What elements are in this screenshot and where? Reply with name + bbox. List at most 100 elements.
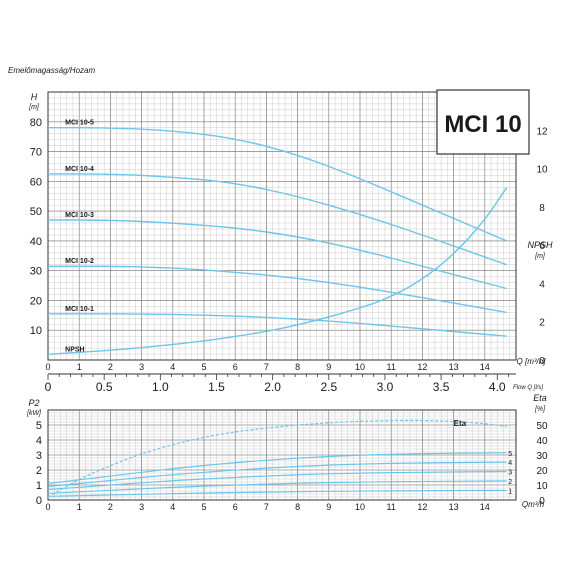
flow-ls-tick-label: 1.0 [152, 380, 169, 394]
bottom-y-right-tick-label: 30 [536, 451, 548, 462]
flow-ls-tick-label: 1.5 [208, 380, 225, 394]
bottom-y-tick-label: 3 [36, 450, 42, 462]
top-x-tick-label: 6 [233, 362, 238, 372]
top-y-tick-label: 20 [30, 295, 42, 307]
top-x-tick-label: 13 [449, 362, 459, 372]
bottom-x-tick-label: 5 [201, 502, 206, 512]
top-y-right-tick-label: 4 [539, 279, 545, 290]
bottom-y-right-unit: [%] [534, 406, 546, 413]
top-x-label: Q [m³/h] [517, 357, 547, 366]
bottom-x-tick-label: 11 [387, 502, 396, 512]
top-y-right-tick-label: 10 [536, 165, 548, 176]
top-series-mci-10-1 [48, 313, 507, 337]
bottom-series-label: Eta [454, 419, 467, 428]
top-x-tick-label: 3 [139, 362, 144, 372]
bottom-series-label: 1 [508, 488, 512, 495]
top-y-right-unit: [m] [534, 253, 546, 260]
top-y-unit: [m] [28, 104, 40, 111]
top-series-mci-10-2 [48, 265, 507, 314]
bottom-series-1 [47, 489, 507, 497]
top-x-tick-label: 11 [387, 362, 396, 372]
bottom-x-label: Qm³/h [522, 500, 545, 509]
top-series-label: MCI 10-1 [65, 306, 94, 313]
top-y-tick-label: 70 [30, 147, 42, 159]
chart-title: MCI 10 [444, 111, 521, 138]
top-series-label: MCI 10-2 [65, 258, 94, 265]
top-series-mci-10-3 [48, 219, 507, 290]
bottom-x-tick-label: 4 [170, 502, 175, 512]
top-y-right-tick-label: 8 [539, 203, 545, 214]
bottom-x-tick-label: 6 [233, 502, 238, 512]
top-y-tick-label: 40 [30, 236, 42, 248]
chart-subtitle: Emelőmagasság/Hozam [8, 66, 95, 75]
top-plot-frame [47, 91, 517, 361]
bottom-series-2 [47, 480, 507, 494]
top-x-tick-label: 1 [77, 362, 82, 372]
bottom-series-label: 4 [508, 460, 512, 467]
bottom-chart-grid [47, 409, 517, 501]
bottom-x-tick-label: 8 [295, 502, 300, 512]
bottom-x-tick-label: 1 [77, 502, 82, 512]
bottom-y-label: P2 [28, 398, 39, 408]
bottom-y-tick-label: 5 [36, 420, 42, 432]
top-y-tick-label: 30 [30, 266, 42, 278]
bottom-x-tick-label: 14 [480, 502, 490, 512]
top-y-tick-label: 60 [30, 176, 42, 188]
bottom-series-label: 5 [508, 451, 512, 458]
top-series-label: MCI 10-4 [65, 166, 94, 173]
bottom-series-label: 3 [508, 470, 512, 477]
top-x-tick-label: 10 [355, 362, 365, 372]
flow-ls-tick-label: 4.0 [489, 380, 506, 394]
flow-ls-tick-label: 3.5 [433, 380, 450, 394]
top-y-label: H [31, 92, 38, 102]
bottom-y-tick-label: 2 [36, 465, 42, 477]
top-series-label: MCI 10-5 [65, 120, 94, 127]
top-y-right-tick-label: 12 [536, 126, 548, 137]
top-y-right-label: NPSH [527, 240, 553, 250]
flow-ls-tick-label: 2.5 [320, 380, 337, 394]
top-x-tick-label: 12 [417, 362, 427, 372]
top-x-tick-label: 5 [201, 362, 206, 372]
top-x-tick-label: 0 [45, 362, 50, 372]
bottom-y-right-tick-label: 50 [536, 421, 548, 432]
top-y-tick-label: 50 [30, 206, 42, 218]
bottom-plot-frame [47, 409, 517, 501]
bottom-y-right-tick-label: 0 [539, 496, 545, 507]
top-x-tick-label: 7 [264, 362, 269, 372]
bottom-y-unit: [kW] [26, 410, 42, 417]
bottom-x-tick-label: 7 [264, 502, 269, 512]
bottom-y-tick-label: 1 [36, 480, 42, 492]
flow-ls-tick-label: 0.5 [96, 380, 113, 394]
bottom-y-tick-label: 0 [36, 495, 42, 507]
bottom-series-5 [47, 452, 507, 485]
bottom-x-tick-label: 10 [355, 502, 365, 512]
top-y-right-tick-label: 6 [539, 241, 545, 252]
title-box [436, 89, 530, 155]
top-chart-curves [47, 126, 508, 355]
top-x-tick-label: 9 [326, 362, 331, 372]
bottom-series-eta [47, 419, 507, 498]
bottom-series-3 [47, 470, 507, 491]
bottom-y-right-label: Eta [533, 393, 547, 403]
bottom-x-tick-label: 3 [139, 502, 144, 512]
bottom-series-label: 2 [508, 479, 512, 486]
top-x2-label: Flow Q [l/s] [513, 385, 543, 391]
top-series-label: MCI 10-3 [65, 212, 94, 219]
top-y-tick-label: 80 [30, 117, 42, 129]
flow-ls-tick-label: 3.0 [377, 380, 394, 394]
bottom-x-tick-label: 0 [45, 502, 50, 512]
top-x-tick-label: 2 [108, 362, 113, 372]
bottom-y-tick-label: 4 [36, 435, 42, 447]
bottom-series-4 [47, 461, 507, 488]
top-y-tick-label: 10 [30, 325, 42, 337]
top-x-tick-label: 14 [480, 362, 490, 372]
bottom-x-tick-label: 13 [449, 502, 459, 512]
top-series-label: NPSH [65, 346, 84, 353]
top-series-mci-10-5 [47, 126, 507, 242]
bottom-y-right-tick-label: 10 [536, 481, 548, 492]
bottom-x-tick-label: 9 [326, 502, 331, 512]
flow-ls-tick-label: 2.0 [264, 380, 281, 394]
top-series-mci-10-4 [48, 173, 507, 266]
